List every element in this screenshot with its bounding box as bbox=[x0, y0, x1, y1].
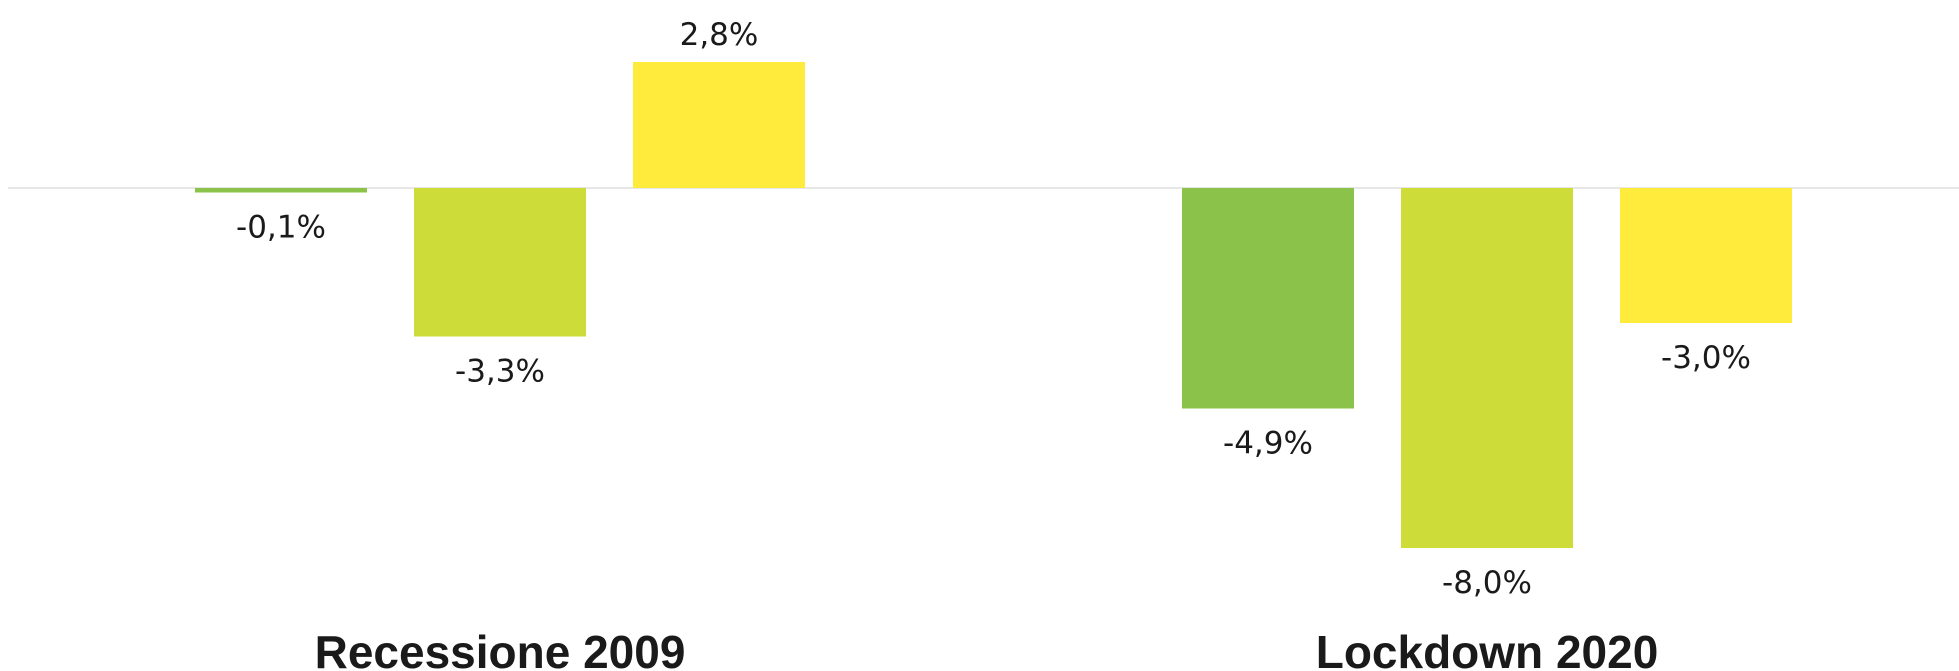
bar-recessione-2009-3 bbox=[633, 62, 805, 188]
group-label-recessione-2009: Recessione 2009 bbox=[315, 626, 686, 671]
bar-recessione-2009-2 bbox=[414, 188, 586, 337]
bar-recessione-2009-1 bbox=[195, 188, 367, 193]
bar-lockdown-2020-1 bbox=[1182, 188, 1354, 409]
value-label-recessione-2009-1: -0,1% bbox=[236, 210, 326, 246]
value-label-lockdown-2020-2: -8,0% bbox=[1442, 565, 1532, 601]
value-label-lockdown-2020-3: -3,0% bbox=[1661, 340, 1751, 376]
bar-lockdown-2020-3 bbox=[1620, 188, 1792, 323]
bar-lockdown-2020-2 bbox=[1401, 188, 1573, 548]
value-label-recessione-2009-2: -3,3% bbox=[455, 354, 545, 390]
value-label-recessione-2009-3: 2,8% bbox=[680, 17, 759, 53]
group-label-lockdown-2020: Lockdown 2020 bbox=[1316, 626, 1659, 671]
value-label-lockdown-2020-1: -4,9% bbox=[1223, 426, 1313, 462]
